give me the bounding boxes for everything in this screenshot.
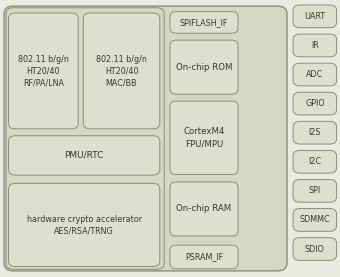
FancyBboxPatch shape [8,13,78,129]
FancyBboxPatch shape [6,8,164,269]
FancyBboxPatch shape [293,5,337,28]
Text: 802.11 b/g/n
HT20/40
RF/PA/LNA: 802.11 b/g/n HT20/40 RF/PA/LNA [18,55,69,87]
FancyBboxPatch shape [293,179,337,202]
FancyBboxPatch shape [293,150,337,173]
Text: GPIO: GPIO [305,99,325,108]
FancyBboxPatch shape [293,121,337,144]
FancyBboxPatch shape [170,182,238,236]
Text: hardware crypto accelerator
AES/RSA/TRNG: hardware crypto accelerator AES/RSA/TRNG [27,214,142,235]
Text: 802.11 b/g/n
HT20/40
MAC/BB: 802.11 b/g/n HT20/40 MAC/BB [96,55,147,87]
Text: On-chip RAM: On-chip RAM [176,204,232,214]
FancyBboxPatch shape [293,92,337,115]
FancyBboxPatch shape [170,40,238,94]
Text: I2S: I2S [309,128,321,137]
Text: I2C: I2C [308,157,321,166]
Text: On-chip ROM: On-chip ROM [176,63,232,72]
FancyBboxPatch shape [170,101,238,175]
FancyBboxPatch shape [170,245,238,269]
FancyBboxPatch shape [83,13,160,129]
FancyBboxPatch shape [170,12,238,33]
FancyBboxPatch shape [293,63,337,86]
Text: ADC: ADC [306,70,323,79]
Text: PSRAM_IF: PSRAM_IF [185,252,223,261]
FancyBboxPatch shape [293,238,337,260]
FancyBboxPatch shape [293,209,337,231]
Text: SPI: SPI [309,186,321,195]
FancyBboxPatch shape [4,6,287,271]
FancyBboxPatch shape [8,183,160,266]
Text: UART: UART [304,12,325,21]
Text: SPIFLASH_IF: SPIFLASH_IF [180,18,228,27]
FancyBboxPatch shape [8,136,160,175]
Text: IR: IR [311,41,319,50]
FancyBboxPatch shape [293,34,337,57]
Text: SDMMC: SDMMC [300,216,330,224]
Text: SDIO: SDIO [305,245,325,253]
Text: CortexM4
FPU/MPU: CortexM4 FPU/MPU [183,127,225,148]
Text: PMU/RTC: PMU/RTC [65,151,104,160]
